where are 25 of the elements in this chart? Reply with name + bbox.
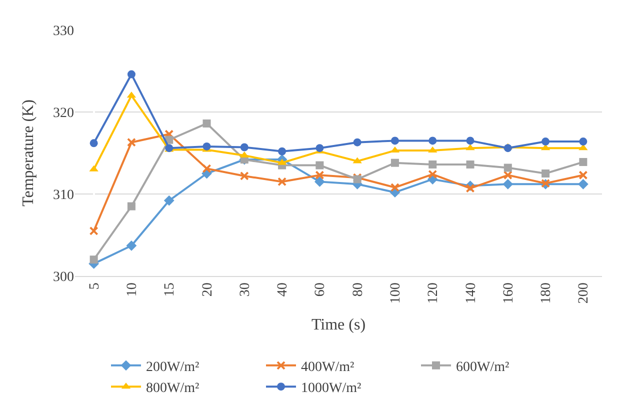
x-tick-label: 140	[464, 282, 479, 304]
y-tick-label: 310	[53, 188, 74, 203]
legend-label: 200W/m²	[146, 360, 200, 375]
y-tick-label: 300	[53, 270, 74, 285]
x-tick-label: 80	[350, 282, 366, 297]
x-tick-label: 40	[276, 282, 291, 297]
y-tick-label: 330	[53, 24, 74, 39]
x-tick-label: 10	[125, 282, 140, 297]
x-tick-label: 60	[313, 282, 328, 297]
x-tick-label: 5	[87, 282, 102, 290]
y-tick-label: 320	[53, 106, 74, 121]
x-tick-label: 20	[200, 282, 216, 297]
y-axis-title: Temperature (K)	[20, 100, 37, 206]
x-tick-label: 100	[388, 282, 404, 304]
x-tick-label: 200	[576, 282, 592, 304]
legend-label: 1000W/m²	[301, 381, 362, 396]
legend-label: 400W/m²	[301, 360, 354, 375]
x-tick-label: 30	[238, 282, 253, 297]
legend-label: 600W/m²	[456, 360, 510, 375]
x-tick-label: 15	[162, 282, 178, 297]
x-axis-title: Time (s)	[311, 316, 366, 334]
legend-label: 800W/m²	[146, 381, 200, 396]
x-tick-label: 160	[501, 282, 516, 304]
x-tick-label: 180	[539, 282, 554, 304]
x-tick-label: 120	[426, 282, 442, 304]
